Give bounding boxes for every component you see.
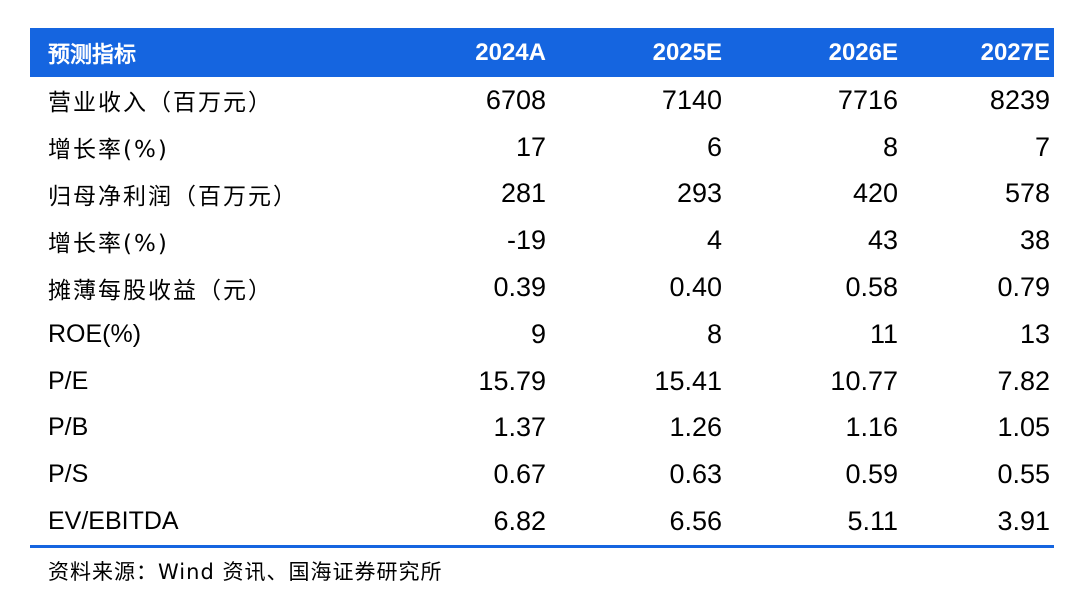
row-label: 增长率(%) — [48, 230, 169, 257]
table-cell: 15.41 — [654, 365, 722, 396]
table-cell: 15.79 — [478, 365, 546, 396]
table-cell: 0.39 — [493, 272, 546, 303]
row-label: 归母净利润（百万元） — [48, 183, 298, 210]
source-note: 资料来源：Wind 资讯、国海证券研究所 — [48, 560, 443, 584]
table-row: 增长率(%) -19 4 43 38 — [30, 217, 1054, 264]
table-cell: 9 — [530, 318, 546, 349]
table-cell: 6.56 — [669, 506, 722, 537]
table-cell: 281 — [500, 178, 546, 209]
table-cell: 1.37 — [493, 412, 546, 443]
header-cell-indicator: 预测指标 — [30, 28, 402, 77]
table-cell: 5.11 — [847, 506, 898, 537]
forecast-table: 预测指标 2024A 2025E 2026E 2027E 营业收入（百万元） 6… — [30, 28, 1054, 545]
row-label: 摊薄每股收益（元） — [48, 277, 273, 304]
table-cell: 8 — [882, 131, 898, 162]
table-cell: 4 — [706, 225, 722, 256]
table-cell: 293 — [676, 178, 722, 209]
table-row: 增长率(%) 17 6 8 7 — [30, 124, 1054, 171]
table-row: 摊薄每股收益（元） 0.39 0.40 0.58 0.79 — [30, 264, 1054, 311]
table-bottom-rule — [30, 545, 1054, 548]
table-cell: 10.77 — [830, 365, 898, 396]
table-row: 营业收入（百万元） 6708 7140 7716 8239 — [30, 77, 1054, 124]
table-cell: 0.59 — [845, 459, 898, 490]
header-cell-2025e: 2025E — [550, 28, 726, 77]
table-cell: 1.05 — [997, 412, 1050, 443]
table-cell: 0.40 — [669, 272, 722, 303]
row-label: ROE(%) — [48, 319, 142, 348]
table-cell: 1.16 — [845, 412, 898, 443]
table-cell: 8239 — [989, 84, 1050, 115]
table-row: ROE(%) 9 8 11 13 — [30, 311, 1054, 358]
header-cell-2027e: 2027E — [902, 28, 1054, 77]
table-cell: 11 — [869, 318, 898, 349]
table-cell: 0.63 — [669, 459, 722, 490]
header-row: 预测指标 2024A 2025E 2026E 2027E — [30, 28, 1054, 77]
table-cell: 0.67 — [493, 459, 546, 490]
row-label: P/B — [48, 413, 89, 442]
table-cell: 7.82 — [997, 365, 1050, 396]
row-label: P/S — [48, 460, 89, 489]
table-cell: 7 — [1034, 131, 1050, 162]
row-label: 营业收入（百万元） — [48, 90, 273, 117]
table-cell: 578 — [1004, 178, 1050, 209]
table-cell: 1.26 — [669, 412, 722, 443]
table-row: P/S 0.67 0.63 0.59 0.55 — [30, 451, 1054, 498]
table-cell: 0.55 — [997, 459, 1050, 490]
row-label: 增长率(%) — [48, 137, 169, 164]
table-cell: 38 — [1019, 225, 1050, 256]
table-cell: 7140 — [661, 84, 722, 115]
header-cell-2026e: 2026E — [726, 28, 902, 77]
table-cell: 7716 — [837, 84, 898, 115]
table-cell: 0.58 — [845, 272, 898, 303]
header-cell-2024a: 2024A — [402, 28, 550, 77]
table-cell: 43 — [867, 225, 898, 256]
table-cell: 6 — [706, 131, 722, 162]
table-cell: 17 — [515, 131, 546, 162]
table-row: 归母净利润（百万元） 281 293 420 578 — [30, 171, 1054, 218]
table-cell: 3.91 — [997, 506, 1050, 537]
table-cell: 6708 — [485, 84, 546, 115]
table-cell: 13 — [1019, 318, 1050, 349]
row-label: EV/EBITDA — [48, 507, 179, 536]
table-body: 营业收入（百万元） 6708 7140 7716 8239 增长率(%) 17 … — [30, 77, 1054, 545]
table-cell: 420 — [852, 178, 898, 209]
table-cell: 0.79 — [997, 272, 1050, 303]
table-row: P/E 15.79 15.41 10.77 7.82 — [30, 358, 1054, 405]
table-cell: 6.82 — [493, 506, 546, 537]
table-row: EV/EBITDA 6.82 6.56 5.11 3.91 — [30, 498, 1054, 545]
table-cell: -19 — [506, 225, 546, 256]
table-cell: 8 — [706, 318, 722, 349]
forecast-table-container: 预测指标 2024A 2025E 2026E 2027E 营业收入（百万元） 6… — [30, 28, 1054, 545]
table-row: P/B 1.37 1.26 1.16 1.05 — [30, 405, 1054, 452]
table-header: 预测指标 2024A 2025E 2026E 2027E — [30, 28, 1054, 77]
row-label: P/E — [48, 366, 89, 395]
